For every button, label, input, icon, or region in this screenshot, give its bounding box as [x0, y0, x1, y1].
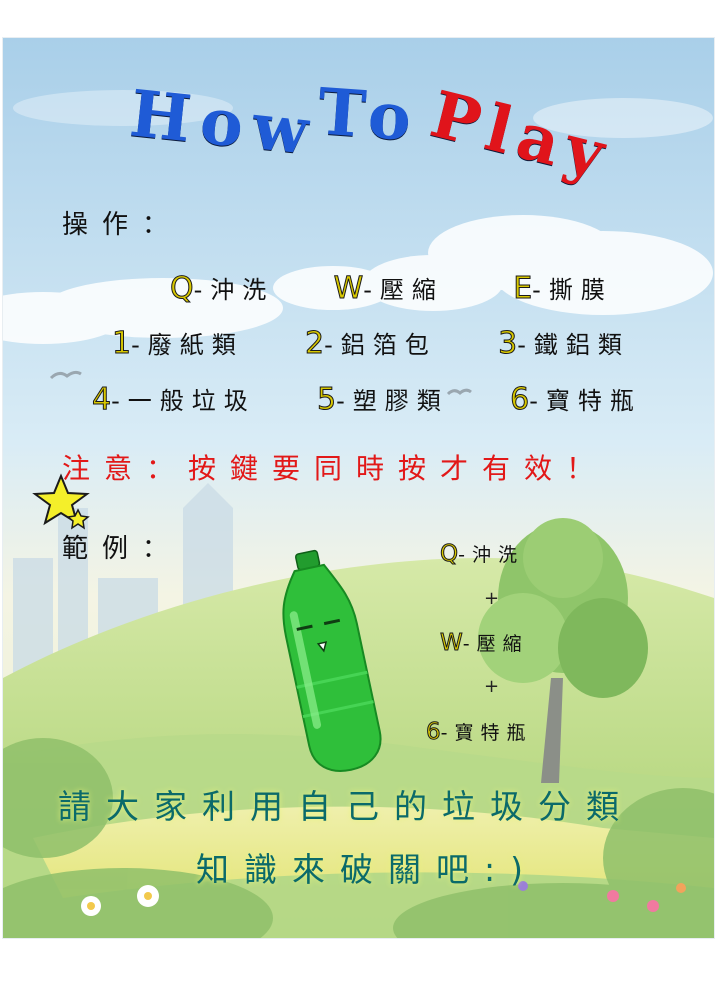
category-item-1: 1-廢紙類 — [111, 326, 244, 362]
example-step-2: W-壓縮 — [440, 630, 529, 657]
example-plus-2: + — [484, 676, 500, 697]
control-item-w: W-壓縮 — [333, 271, 444, 307]
example-step-1: Q-沖洗 — [439, 541, 524, 568]
closing-line-2: 知識來破關吧:) — [196, 850, 538, 889]
foreground-grass — [3, 738, 714, 938]
notice-text: 注意：按鍵要同時按才有效！ — [62, 452, 609, 485]
category-row-1: 1-廢紙類 2-鋁箔包 3-鐵鋁類 — [111, 325, 630, 362]
bottle-character — [282, 549, 382, 772]
controls-label: 操作： — [62, 210, 183, 240]
category-item-6: 6-寶特瓶 — [510, 382, 642, 418]
controls-row: Q-沖洗 W-壓縮 E-撕膜 — [170, 270, 613, 307]
landscape-scene — [3, 38, 714, 938]
example-plus-1: + — [484, 588, 500, 609]
page-title: How To Play — [126, 74, 620, 198]
bird-icon — [49, 370, 472, 396]
star-icon — [32, 473, 90, 530]
category-row-2: 4-一般垃圾 5-塑膠類 6-寶特瓶 — [91, 381, 642, 418]
category-item-2: 2-鋁箔包 — [305, 326, 437, 362]
title-word-play: Play — [423, 76, 620, 195]
background-illustration — [2, 37, 715, 939]
category-item-5: 5-塑膠類 — [317, 382, 449, 418]
control-item-e: E-撕膜 — [513, 271, 613, 307]
category-item-3: 3-鐵鋁類 — [498, 326, 630, 362]
example-label: 範例： — [62, 534, 183, 564]
tree-illustration — [478, 518, 648, 783]
control-item-q: Q-沖洗 — [170, 271, 275, 307]
title-word-to: To — [315, 74, 424, 157]
example-step-3: 6-寶特瓶 — [426, 719, 533, 746]
category-item-4: 4-一般垃圾 — [91, 382, 256, 418]
flower-icon — [81, 881, 686, 916]
clouds — [3, 90, 713, 344]
closing-line-1: 請大家利用自己的垃圾分類 — [58, 787, 634, 826]
title-word-how: How — [126, 76, 322, 171]
